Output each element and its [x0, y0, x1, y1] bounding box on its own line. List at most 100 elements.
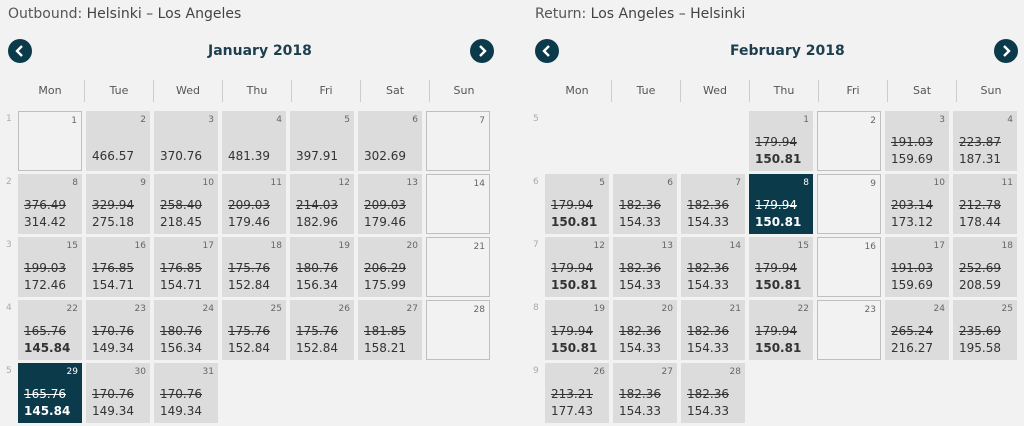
- original-price: 258.40: [160, 198, 202, 212]
- weekday-label: Sun: [956, 80, 1024, 102]
- day-cell[interactable]: 3 191.03 159.69: [885, 111, 949, 171]
- day-cell[interactable]: 10 258.40 218.45: [154, 174, 218, 234]
- fare-price: 154.33: [687, 404, 729, 418]
- weekday-label: Mon: [565, 84, 589, 97]
- fare-price: 195.58: [959, 341, 1001, 355]
- day-number: 9: [140, 178, 146, 188]
- chevron-left-icon: [15, 45, 23, 57]
- day-number: 6: [667, 178, 673, 188]
- day-cell[interactable]: 3 370.76: [154, 111, 218, 171]
- day-cell[interactable]: 26 213.21 177.43: [545, 363, 609, 423]
- prev-month-button[interactable]: [535, 39, 559, 63]
- day-cell[interactable]: 4 223.87 187.31: [953, 111, 1017, 171]
- original-price: 223.87: [959, 135, 1001, 149]
- original-price: 170.76: [92, 387, 134, 401]
- day-cell[interactable]: 20 182.36 154.33: [613, 300, 677, 360]
- next-month-button[interactable]: [470, 39, 494, 63]
- original-price: 179.94: [551, 261, 593, 275]
- day-cell[interactable]: 17 176.85 154.71: [154, 237, 218, 297]
- day-cell[interactable]: 6 302.69: [358, 111, 422, 171]
- day-cell[interactable]: 14 182.36 154.33: [681, 237, 745, 297]
- day-cell[interactable]: 28 182.36 154.33: [681, 363, 745, 423]
- day-cell[interactable]: 5 397.91: [290, 111, 354, 171]
- day-cell[interactable]: 5 179.94 150.81: [545, 174, 609, 234]
- day-number: 11: [270, 178, 282, 188]
- outbound-label: Outbound:: [8, 6, 83, 22]
- day-cell[interactable]: 11 209.03 179.46: [222, 174, 286, 234]
- day-cell[interactable]: 13 209.03 179.46: [358, 174, 422, 234]
- day-cell[interactable]: 2 466.57: [86, 111, 150, 171]
- fare-price: 150.81: [551, 278, 598, 292]
- day-cell[interactable]: 24 265.24 216.27: [885, 300, 949, 360]
- day-cell[interactable]: 23 170.76 149.34: [86, 300, 150, 360]
- day-number: 22: [66, 304, 78, 314]
- day-cell[interactable]: 1 179.94 150.81: [749, 111, 813, 171]
- prev-month-button[interactable]: [8, 39, 32, 63]
- day-cell[interactable]: 21 182.36 154.33: [681, 300, 745, 360]
- day-number: 10: [933, 178, 945, 188]
- day-cell[interactable]: 25 175.76 152.84: [222, 300, 286, 360]
- return-route: Los Angeles – Helsinki: [590, 6, 746, 22]
- day-cell[interactable]: 19 180.76 156.34: [290, 237, 354, 297]
- original-price: 182.36: [687, 198, 729, 212]
- day-cell[interactable]: 24 180.76 156.34: [154, 300, 218, 360]
- fare-price: 145.84: [24, 404, 71, 418]
- day-cell: 1: [18, 111, 82, 171]
- fare-price: 154.33: [687, 215, 729, 229]
- day-cell[interactable]: 31 170.76 149.34: [154, 363, 218, 423]
- day-number: 18: [270, 241, 282, 251]
- day-cell[interactable]: 25 235.69 195.58: [953, 300, 1017, 360]
- week-number: 6: [533, 177, 539, 187]
- fare-price: 154.33: [619, 215, 661, 229]
- original-price: 252.69: [959, 261, 1001, 275]
- original-price: 179.94: [755, 135, 797, 149]
- original-price: 199.03: [24, 261, 66, 275]
- original-price: 182.36: [619, 324, 661, 338]
- day-cell[interactable]: 18 175.76 152.84: [222, 237, 286, 297]
- day-cell[interactable]: 20 206.29 175.99: [358, 237, 422, 297]
- day-cell[interactable]: 18 252.69 208.59: [953, 237, 1017, 297]
- day-cell[interactable]: 15 199.03 172.46: [18, 237, 82, 297]
- day-cell[interactable]: 16 176.85 154.71: [86, 237, 150, 297]
- original-price: 182.36: [687, 387, 729, 401]
- day-cell[interactable]: 4 481.39: [222, 111, 286, 171]
- original-price: 179.94: [551, 324, 593, 338]
- day-cell[interactable]: 12 214.03 182.96: [290, 174, 354, 234]
- day-cell-selected[interactable]: 8 179.94 150.81: [749, 174, 813, 234]
- day-cell[interactable]: 7 182.36 154.33: [681, 174, 745, 234]
- original-price: 212.78: [959, 198, 1001, 212]
- day-number: 19: [593, 304, 605, 314]
- day-cell[interactable]: 15 179.94 150.81: [749, 237, 813, 297]
- day-cell[interactable]: 30 170.76 149.34: [86, 363, 150, 423]
- day-cell[interactable]: 9 329.94 275.18: [86, 174, 150, 234]
- original-price: 179.94: [551, 198, 593, 212]
- next-month-button[interactable]: [994, 39, 1018, 63]
- original-price: 165.76: [24, 324, 66, 338]
- weekday-label: Tue: [611, 80, 680, 102]
- day-cell[interactable]: 12 179.94 150.81: [545, 237, 609, 297]
- day-cell[interactable]: 17 191.03 159.69: [885, 237, 949, 297]
- day-number: 1: [803, 115, 809, 125]
- day-cell-selected[interactable]: 29 165.76 145.84: [18, 363, 82, 423]
- original-price: 179.94: [755, 324, 797, 338]
- day-cell[interactable]: 27 181.85 158.21: [358, 300, 422, 360]
- chevron-right-icon: [479, 45, 487, 57]
- original-price: 209.03: [364, 198, 406, 212]
- day-number: 30: [134, 367, 146, 377]
- fare-price: 302.69: [364, 149, 406, 163]
- day-number: 28: [729, 367, 741, 377]
- day-cell[interactable]: 13 182.36 154.33: [613, 237, 677, 297]
- day-cell[interactable]: 8 376.49 314.42: [18, 174, 82, 234]
- day-cell[interactable]: 10 203.14 173.12: [885, 174, 949, 234]
- day-cell[interactable]: 6 182.36 154.33: [613, 174, 677, 234]
- day-cell[interactable]: 11 212.78 178.44: [953, 174, 1017, 234]
- day-cell[interactable]: 27 182.36 154.33: [613, 363, 677, 423]
- day-cell[interactable]: 19 179.94 150.81: [545, 300, 609, 360]
- fare-price: 154.33: [619, 341, 661, 355]
- fare-price: 218.45: [160, 215, 202, 229]
- day-cell[interactable]: 22 165.76 145.84: [18, 300, 82, 360]
- day-cell[interactable]: 22 179.94 150.81: [749, 300, 813, 360]
- day-cell[interactable]: 26 175.76 152.84: [290, 300, 354, 360]
- fare-price: 152.84: [228, 341, 270, 355]
- fare-price: 173.12: [891, 215, 933, 229]
